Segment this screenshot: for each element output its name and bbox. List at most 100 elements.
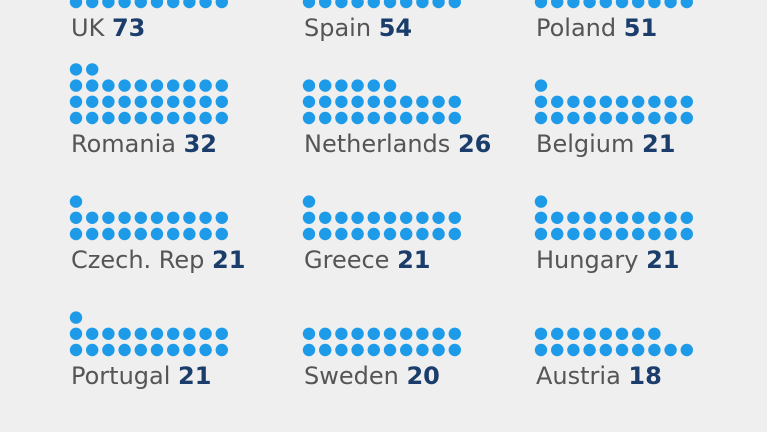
country-name: Hungary: [536, 246, 647, 274]
dot: [183, 343, 196, 357]
country-name: Spain: [304, 14, 379, 42]
dot: [199, 95, 212, 109]
dot: [648, 327, 661, 340]
dot: [319, 95, 332, 109]
dot: [367, 211, 380, 224]
dot: [302, 211, 316, 224]
dot: [118, 111, 131, 125]
country-value: 21: [642, 130, 676, 158]
dot: [335, 211, 348, 224]
dot: [432, 95, 445, 109]
dot: [215, 211, 228, 224]
dot: [102, 343, 115, 357]
dot: [134, 0, 147, 9]
dot: [383, 111, 397, 125]
dot: [432, 343, 445, 357]
dot: [167, 0, 180, 9]
dot: [335, 343, 348, 357]
dot: [448, 327, 461, 340]
dot: [551, 327, 564, 340]
dot: [102, 327, 115, 340]
dot: [599, 227, 612, 241]
dot: [134, 79, 147, 92]
dot: [615, 211, 629, 224]
dot: [664, 111, 677, 125]
dot: [134, 211, 147, 224]
dot: [680, 227, 693, 241]
dot: [534, 211, 548, 224]
dot: [319, 227, 332, 241]
dot: [680, 0, 693, 9]
dot: [432, 111, 445, 125]
dot: [648, 95, 661, 109]
dot: [583, 227, 596, 241]
dot: [118, 95, 131, 109]
dot: [302, 343, 316, 357]
dot: [367, 327, 380, 340]
dot: [400, 227, 413, 241]
country-label: Belgium 21: [536, 132, 675, 156]
dot: [383, 327, 397, 340]
dot: [583, 327, 596, 340]
dot: [551, 343, 564, 357]
dot: [319, 343, 332, 357]
dot: [150, 211, 164, 224]
dot: [680, 111, 693, 125]
dot: [150, 79, 164, 92]
dot: [167, 95, 180, 109]
dot: [69, 63, 83, 76]
dot: [632, 95, 645, 109]
dot: [102, 0, 115, 9]
dot: [102, 227, 115, 241]
country-label: Spain 54: [304, 16, 412, 40]
dot: [183, 211, 196, 224]
dot: [199, 79, 212, 92]
dot: [615, 0, 629, 9]
dot: [416, 227, 429, 241]
country-name: Portugal: [71, 362, 179, 390]
dot: [134, 327, 147, 340]
dot: [648, 0, 661, 9]
dot: [183, 327, 196, 340]
dot: [302, 327, 316, 340]
dot: [69, 95, 83, 109]
dot: [167, 111, 180, 125]
dot: [183, 0, 196, 9]
country-label: Portugal 21: [71, 364, 211, 388]
dot: [400, 327, 413, 340]
dot: [319, 327, 332, 340]
country-name: UK: [71, 14, 112, 42]
dot: [599, 95, 612, 109]
dot: [432, 227, 445, 241]
dot: [534, 0, 548, 9]
dot: [583, 0, 596, 9]
dot: [432, 211, 445, 224]
dot: [664, 0, 677, 9]
dot: [118, 227, 131, 241]
dot: [335, 327, 348, 340]
country-label: Netherlands 26: [304, 132, 491, 156]
country-value: 21: [178, 362, 212, 390]
dot: [199, 227, 212, 241]
dot: [351, 79, 364, 92]
dot: [150, 327, 164, 340]
dot: [448, 343, 461, 357]
dot: [199, 0, 212, 9]
dot: [632, 227, 645, 241]
dot: [319, 111, 332, 125]
dot: [615, 343, 629, 357]
dot: [680, 95, 693, 109]
country-value: 21: [212, 246, 246, 274]
country-value: 20: [406, 362, 440, 390]
country-value: 21: [397, 246, 431, 274]
dot: [215, 0, 228, 9]
dot: [383, 95, 397, 109]
dot: [599, 111, 612, 125]
dot: [583, 95, 596, 109]
dot: [351, 95, 364, 109]
dot: [664, 211, 677, 224]
dot: [599, 327, 612, 340]
dot: [302, 195, 316, 208]
dot: [400, 211, 413, 224]
